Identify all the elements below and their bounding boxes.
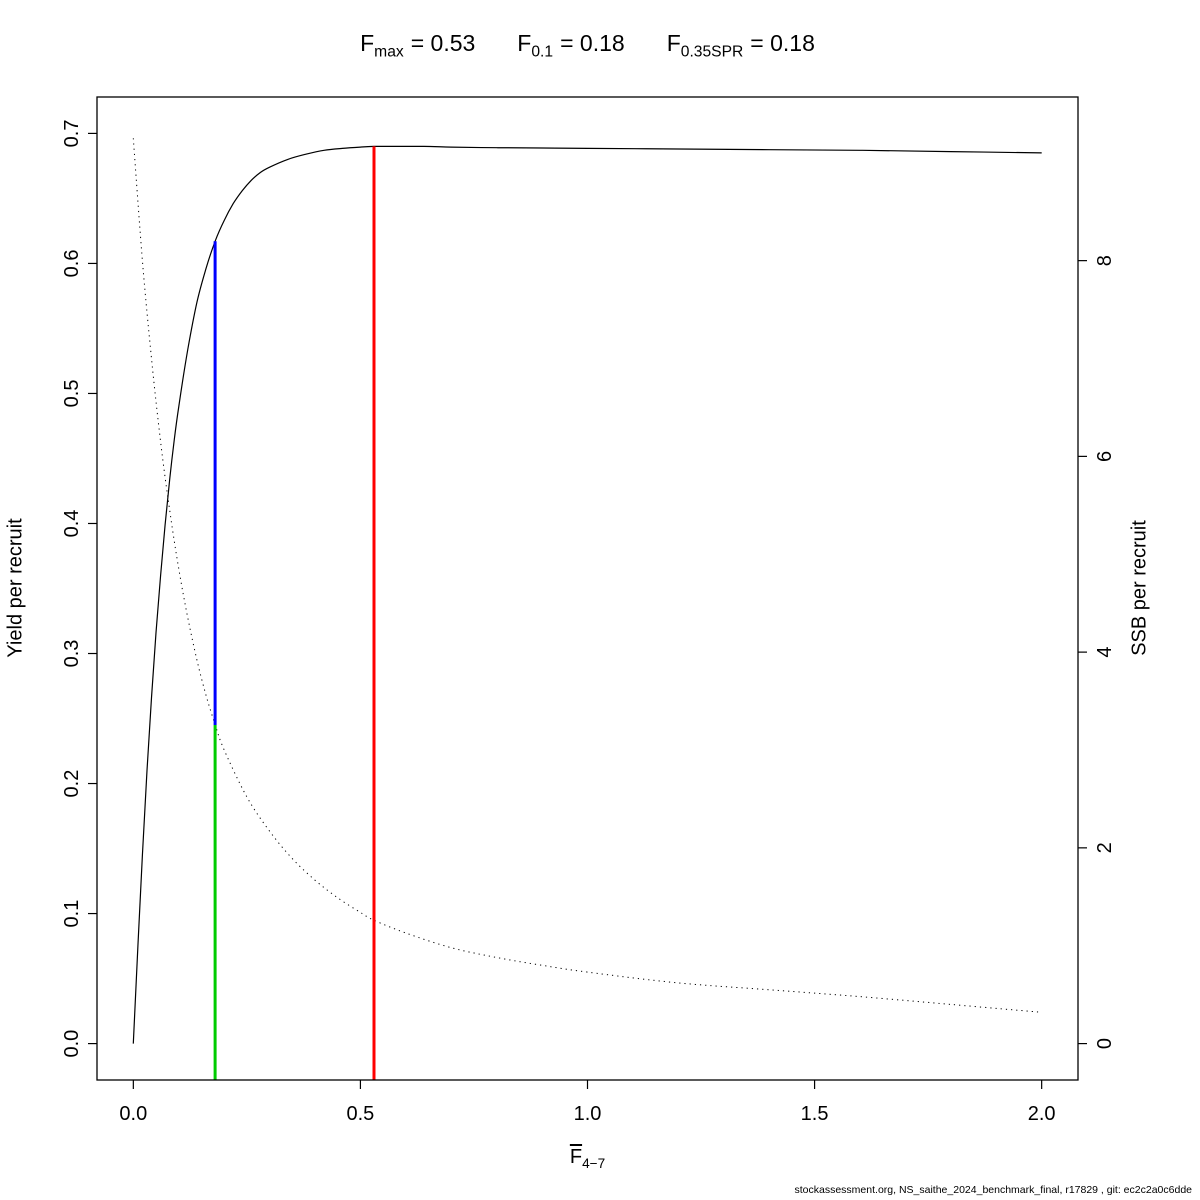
y-left-tick-label: 0.1 xyxy=(61,900,83,928)
fmax-base: F xyxy=(360,30,375,56)
f035spr-base: F xyxy=(666,30,681,56)
y-left-tick-label: 0.5 xyxy=(61,380,83,408)
y-axis-label-right: SSB per recruit xyxy=(1128,520,1151,656)
f01-sub: 0.1 xyxy=(531,43,554,61)
y-right-tick-label: 4 xyxy=(1094,647,1116,658)
y-left-tick-label: 0.7 xyxy=(61,120,83,148)
y-left-tick-label: 0.0 xyxy=(61,1030,83,1058)
y-left-tick-label: 0.2 xyxy=(61,770,83,798)
f035spr-sub: 0.35SPR xyxy=(680,43,744,61)
title-stat-f01: F0.1 = 0.18 xyxy=(517,30,624,62)
x-tick-label: 0.5 xyxy=(347,1103,375,1125)
title-stat-fmax: Fmax = 0.53 xyxy=(360,30,475,62)
x-axis-label-sub: 4−7 xyxy=(582,1156,606,1171)
y-right-tick-label: 6 xyxy=(1094,451,1116,462)
x-tick-label: 1.5 xyxy=(801,1103,829,1125)
x-tick-label: 2.0 xyxy=(1028,1103,1056,1125)
fmax-value: = 0.53 xyxy=(410,30,476,56)
ssb-per-recruit-curve xyxy=(132,138,1042,1013)
y-left-tick-label: 0.4 xyxy=(61,510,83,538)
y-right-tick-label: 0 xyxy=(1094,1038,1116,1049)
f035spr-value: = 0.18 xyxy=(750,30,815,56)
y-axis-label-left: Yield per recruit xyxy=(4,518,27,658)
f01-value: = 0.18 xyxy=(560,30,625,56)
footer-citation: stockassessment.org, NS_saithe_2024_benc… xyxy=(794,1184,1193,1196)
yield-per-recruit-curve xyxy=(132,145,1042,1044)
x-axis-label: F4−7 xyxy=(97,1146,1078,1171)
x-tick-label: 1.0 xyxy=(574,1103,602,1125)
f01-base: F xyxy=(517,30,532,56)
plot-box xyxy=(96,96,1079,1081)
fmax-sub: max xyxy=(374,43,404,61)
y-right-tick-label: 8 xyxy=(1094,255,1116,266)
title-stat-f035spr: F0.35SPR = 0.18 xyxy=(667,30,815,62)
y-right-tick-label: 2 xyxy=(1094,842,1116,853)
y-left-tick-label: 0.6 xyxy=(61,250,83,278)
y-left-tick-label: 0.3 xyxy=(61,640,83,668)
plot-title: Fmax = 0.53 F0.1 = 0.18 F0.35SPR = 0.18 xyxy=(97,30,1078,62)
x-axis-label-base: F xyxy=(569,1146,583,1168)
x-tick-label: 0.0 xyxy=(119,1103,147,1125)
